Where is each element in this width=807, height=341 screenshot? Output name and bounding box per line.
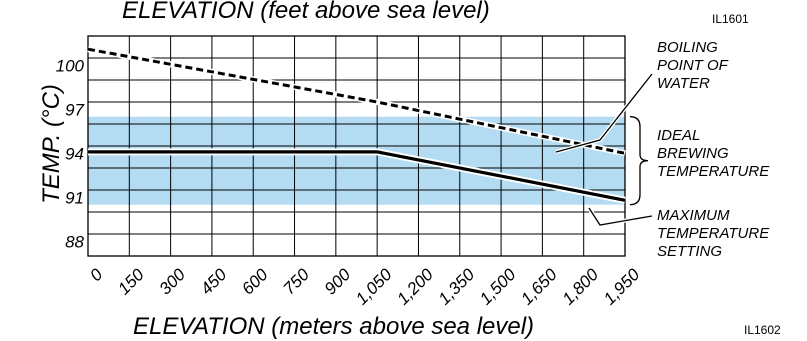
series-line-maximum-temperature — [88, 150, 626, 202]
ideal-brewing-band — [88, 116, 625, 205]
annotation-boiling-point-line: POINT OF — [657, 57, 729, 74]
series-line-boiling-point — [87, 47, 626, 155]
x-tick-label: 900 — [321, 265, 355, 299]
x-tick-label: 1,050 — [352, 265, 396, 309]
annotation-maximum-temperature-line: TEMPERATURE — [657, 225, 770, 242]
annotation-ideal-brewing-line: TEMPERATURE — [657, 163, 770, 180]
x-tick-label: 450 — [197, 265, 231, 299]
x-tick-label: 1,500 — [476, 265, 520, 309]
x-tick-label: 0 — [86, 265, 107, 286]
x-tick-label: 750 — [279, 265, 313, 299]
x-tick-label: 1,200 — [393, 265, 437, 309]
annotation-maximum-temperature-line: MAXIMUM — [657, 207, 730, 224]
annotation-maximum-temperature-line: SETTING — [657, 243, 722, 260]
bracket-ideal-brewing — [629, 116, 649, 206]
x-tick-label: 300 — [156, 265, 190, 299]
figure-code-bottom: IL1602 — [744, 323, 781, 337]
x-axis-title: ELEVATION (meters above sea level) — [133, 313, 535, 340]
x-tick-label: 150 — [114, 265, 148, 299]
y-tick-label: 91 — [65, 188, 84, 207]
x-tick-label: 1,350 — [435, 265, 479, 309]
x-tick-label: 1,650 — [517, 265, 561, 309]
y-tick-label: 97 — [65, 100, 84, 119]
y-tick-label: 88 — [65, 232, 84, 251]
x-tick-label: 600 — [238, 265, 272, 299]
annotation-ideal-brewing-line: BREWING — [657, 145, 729, 162]
leader-line-max-temp — [588, 207, 653, 226]
annotation-boiling-point-line: WATER — [657, 75, 710, 92]
x-tick-label: 1,950 — [600, 265, 644, 309]
x-tick-label: 1,800 — [559, 265, 603, 309]
leader-line-boiling — [555, 73, 653, 153]
plot-frame — [87, 35, 626, 257]
top-axis-title: ELEVATION (feet above sea level) — [122, 0, 490, 24]
y-tick-label: 94 — [65, 144, 84, 163]
figure-code-top: IL1601 — [712, 12, 749, 26]
annotation-ideal-brewing-line: IDEAL — [657, 127, 700, 144]
annotation-boiling-point-line: BOILING — [657, 39, 718, 56]
y-tick-label: 100 — [56, 56, 85, 75]
